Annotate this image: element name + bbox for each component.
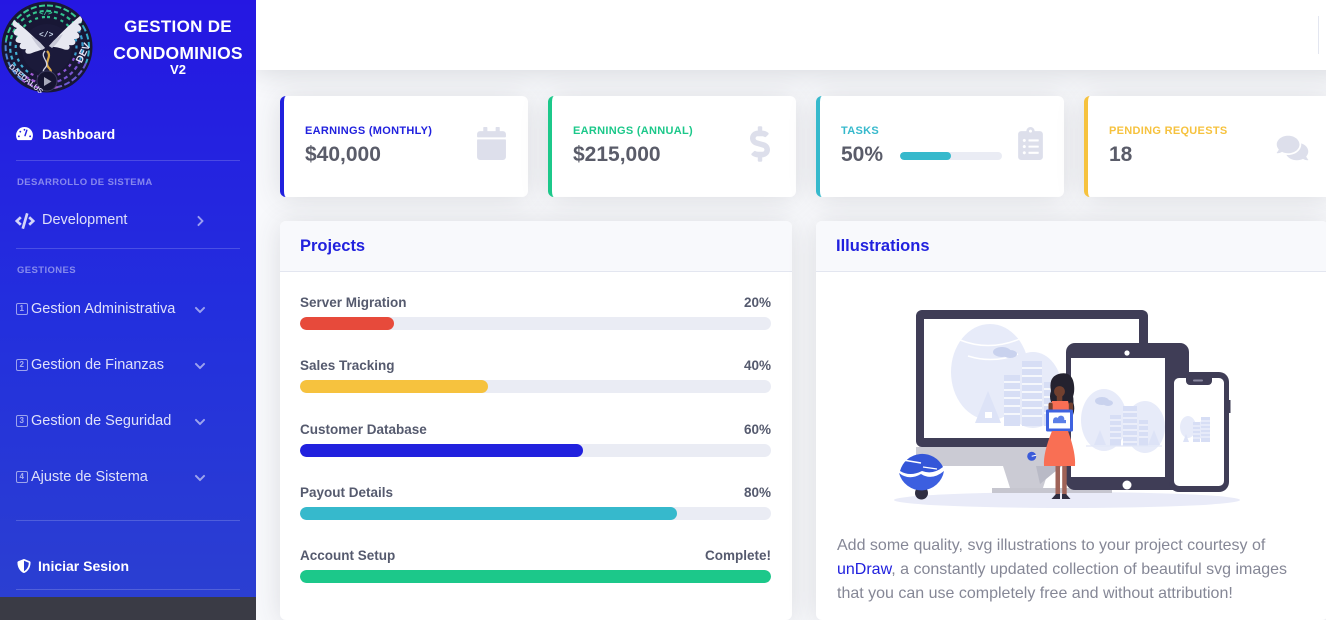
svg-text:</>: </>: [39, 10, 53, 18]
svg-text:</>: </>: [39, 31, 54, 40]
